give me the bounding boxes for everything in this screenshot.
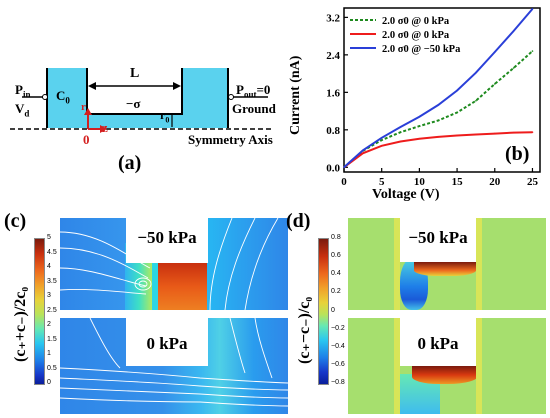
- series-2-point: [437, 104, 440, 106]
- sim-d-bottom-label: 0 kPa: [400, 331, 476, 357]
- series-0-point: [531, 50, 534, 52]
- colorbar-tick-label: 1: [47, 350, 51, 357]
- colorbar-d-ticks: 0.8 0.6 0.4 0.2 0 −0.2 −0.4 −0.6 −0.8: [331, 233, 347, 386]
- y-tick-label: 0.8: [326, 125, 340, 137]
- p-out-label: Pout=0: [236, 82, 271, 100]
- series-1-point: [512, 131, 515, 134]
- panel-a-label: (a): [118, 152, 142, 174]
- sim-d-top-label: −50 kPa: [400, 225, 476, 251]
- series-0-point: [475, 99, 477, 102]
- series-1-point: [531, 131, 534, 133]
- series-1-point: [456, 134, 458, 137]
- colorbar-tick-label: 2: [47, 321, 51, 328]
- colorbar-c-ticks: 5 4.5 4 3.5 3 2.5 2 1.5 1 0.5 0: [47, 233, 61, 386]
- v-d-label: Vd: [15, 101, 30, 119]
- length-label: L: [130, 66, 140, 81]
- r-label: r: [81, 101, 86, 113]
- colorbar-tick-label: 4.5: [47, 248, 57, 256]
- series-1-point: [475, 133, 477, 136]
- schematic-diagram: [10, 68, 272, 133]
- series-0-point: [380, 139, 383, 141]
- r0-label: r0: [160, 108, 170, 125]
- colorbar-tick-label: −0.8: [331, 379, 345, 386]
- series-2-point: [343, 166, 345, 169]
- series-2-point: [475, 71, 477, 74]
- series-2-point: [362, 149, 364, 152]
- series-0-point: [418, 125, 421, 127]
- series-1-point: [399, 140, 402, 143]
- colorbar-tick-label: −0.4: [331, 342, 345, 350]
- colorbar-tick-label: 2.5: [47, 306, 57, 314]
- series-0-point: [456, 111, 458, 114]
- right-reservoir: [182, 68, 228, 128]
- colorbar-tick-label: 5: [47, 234, 51, 241]
- series-1-point: [362, 152, 364, 155]
- sim-c-top-label: −50 kPa: [126, 225, 208, 251]
- y-tick-label: 3.2: [326, 12, 340, 24]
- series-1-point: [437, 136, 440, 138]
- series-1-point: [380, 144, 383, 147]
- colorbar-tick-label: −0.2: [331, 324, 345, 332]
- x-tick-label: 25: [527, 176, 539, 188]
- chart-y-axis-label: Current (nA): [288, 55, 303, 135]
- series-0-point: [399, 131, 402, 133]
- y-tick-label: 0.0: [326, 162, 340, 174]
- sim-c-bottom-label: 0 kPa: [126, 331, 208, 357]
- legend-entry-1: 2.0 σ0 @ 0 kPa: [382, 30, 450, 41]
- series-0-point: [512, 67, 515, 69]
- iv-chart: 0 5 10 15 20 25 0.0 0.8 1.6 2.4 3.2 2.0 σ0 @ 0 kPa 2…: [326, 7, 541, 188]
- series-1-point: [418, 137, 421, 140]
- origin-label: 0: [83, 132, 90, 147]
- panel-d-y-label: (c₊−c₋)/c₀: [296, 296, 313, 364]
- x-tick-label: 10: [414, 176, 426, 188]
- series-2-point: [380, 136, 383, 139]
- panel-d-label: (d): [286, 210, 311, 232]
- colorbar-tick-label: 0.4: [331, 270, 341, 278]
- x-tick-label: 5: [379, 176, 385, 188]
- y-tick-label: 2.4: [326, 50, 340, 62]
- chart-x-axis-label: Voltage (V): [372, 187, 440, 202]
- chart-frame: [343, 7, 541, 173]
- colorbar-tick-label: 1.5: [47, 335, 57, 343]
- panel-c-y-label: (c₊+c₋)/2c₀: [12, 286, 29, 362]
- ground-label: Ground: [232, 101, 276, 116]
- colorbar-tick-label: −0.6: [331, 360, 345, 368]
- series-2-point: [493, 51, 496, 53]
- x-tick-label: 15: [452, 176, 464, 188]
- c0-label: C0: [56, 88, 70, 106]
- series-1-point: [493, 132, 496, 135]
- legend-entry-2: 2.0 σ0 @ −50 kPa: [382, 44, 461, 55]
- colorbar-d: [318, 238, 329, 385]
- colorbar-tick-label: 0.6: [331, 252, 341, 260]
- legend-entry-0: 2.0 σ0 @ 0 kPa: [382, 16, 450, 27]
- series-2-point: [531, 8, 534, 10]
- p-in-label: Pin: [15, 82, 31, 100]
- colorbar-tick-label: 0.5: [47, 364, 57, 372]
- colorbar-tick-label: 3.5: [47, 277, 57, 285]
- panel-b-label: (b): [505, 143, 530, 165]
- surface-charge-label: −σ: [126, 96, 141, 111]
- colorbar-tick-label: 0: [331, 306, 335, 314]
- nanochannel: [87, 114, 182, 128]
- symmetry-axis-label: Symmetry Axis: [188, 132, 273, 147]
- series-2-point: [418, 115, 421, 118]
- panel-c-label: (c): [4, 210, 27, 232]
- z-label: z: [102, 120, 108, 135]
- colorbar-tick-label: 4: [47, 263, 51, 270]
- x-tick-label: 0: [341, 176, 347, 188]
- series-2-point: [399, 126, 402, 128]
- series-0-point: [493, 83, 496, 85]
- colorbar-tick-label: 0.8: [331, 234, 341, 241]
- colorbar-tick-label: 0.2: [331, 288, 341, 296]
- series-2-point: [512, 30, 515, 32]
- y-tick-label: 1.6: [326, 87, 340, 99]
- left-reservoir: [47, 68, 87, 128]
- series-2-point: [456, 89, 458, 92]
- colorbar-tick-label: 0: [47, 379, 51, 386]
- x-tick-label: 20: [489, 176, 501, 188]
- colorbar-tick-label: 3: [47, 292, 51, 299]
- colorbar-c: [34, 238, 45, 385]
- series-0-point: [437, 119, 440, 122]
